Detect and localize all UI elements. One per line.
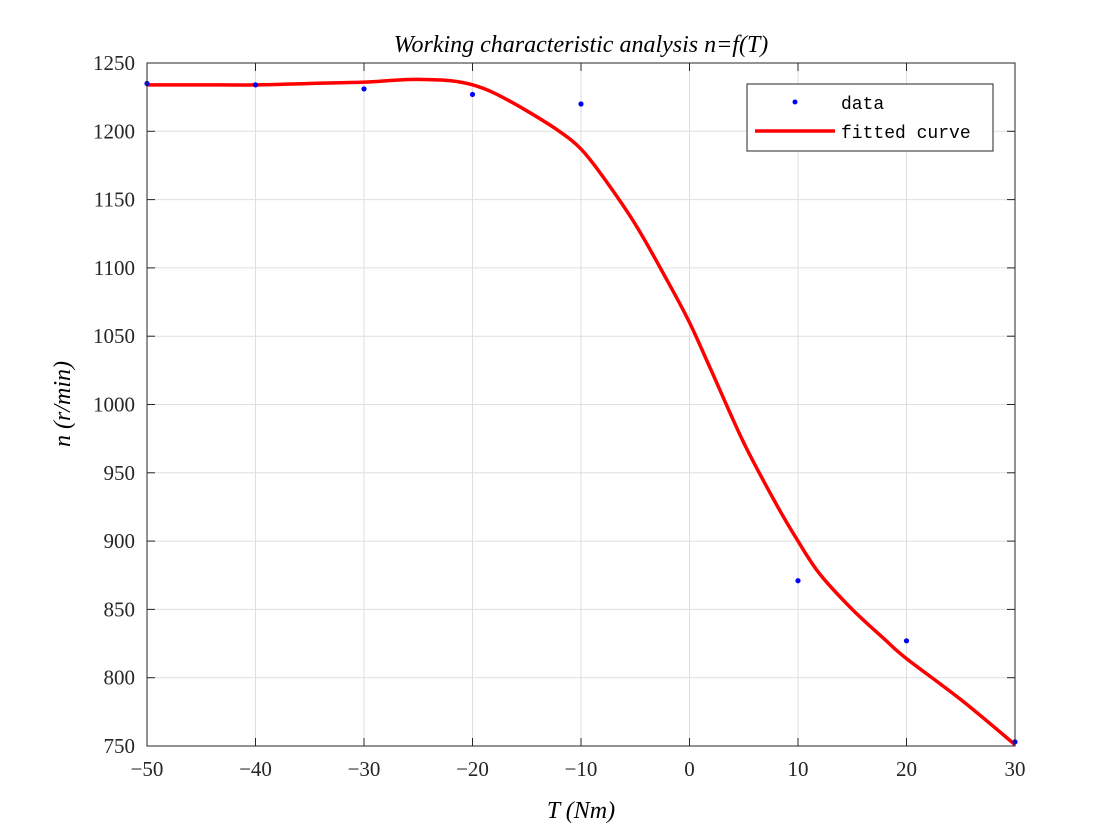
y-tick-label: 950 — [104, 461, 136, 485]
fitted-curve-line — [146, 77, 1017, 746]
x-tick-label: −40 — [239, 757, 272, 781]
x-axis-label: T (Nm) — [547, 798, 615, 824]
x-tick-label: 30 — [1005, 757, 1026, 781]
y-tick-label: 900 — [104, 529, 136, 553]
y-tick-label: 850 — [104, 597, 136, 621]
x-tick-label: −30 — [348, 757, 381, 781]
y-tick-label: 1050 — [93, 324, 135, 348]
y-tick-label: 1250 — [93, 51, 135, 75]
x-tick-label: 20 — [896, 757, 917, 781]
y-tick-labels: 750 800 850 900 950 1000 1050 1100 1150 1200 1250 — [93, 51, 135, 758]
data-point — [252, 82, 259, 88]
legend-data-marker — [792, 99, 798, 105]
grid — [146, 62, 1016, 747]
data-point — [469, 91, 476, 98]
data-point — [795, 578, 801, 584]
x-tick-labels: −50 −40 −30 −20 −10 0 10 20 30 — [131, 757, 1026, 781]
x-tick-label: −50 — [131, 757, 164, 781]
legend-fitted-curve-label: fitted curve — [841, 124, 971, 144]
chart-title: Working characteristic analysis n=f(T) — [394, 32, 769, 58]
legend: data fitted curve — [746, 83, 994, 152]
y-tick-label: 750 — [104, 734, 136, 758]
x-tick-label: −10 — [565, 757, 598, 781]
data-point — [578, 101, 584, 107]
legend-data-label: data — [841, 95, 884, 115]
fitted-curve-layer — [146, 77, 1017, 746]
x-tick-label: 0 — [684, 757, 695, 781]
x-tick-label: 10 — [788, 757, 809, 781]
data-point — [361, 86, 367, 92]
y-tick-label: 1100 — [94, 256, 135, 280]
y-tick-label: 800 — [104, 666, 136, 690]
x-tick-label: −20 — [456, 757, 489, 781]
legend-box — [746, 83, 994, 152]
data-point — [903, 638, 910, 644]
y-tick-label: 1150 — [94, 188, 135, 212]
y-tick-label: 1000 — [93, 393, 135, 417]
y-axis-label: n (r/min) — [50, 361, 76, 447]
ticks — [146, 62, 1016, 747]
y-tick-label: 1200 — [93, 119, 135, 143]
